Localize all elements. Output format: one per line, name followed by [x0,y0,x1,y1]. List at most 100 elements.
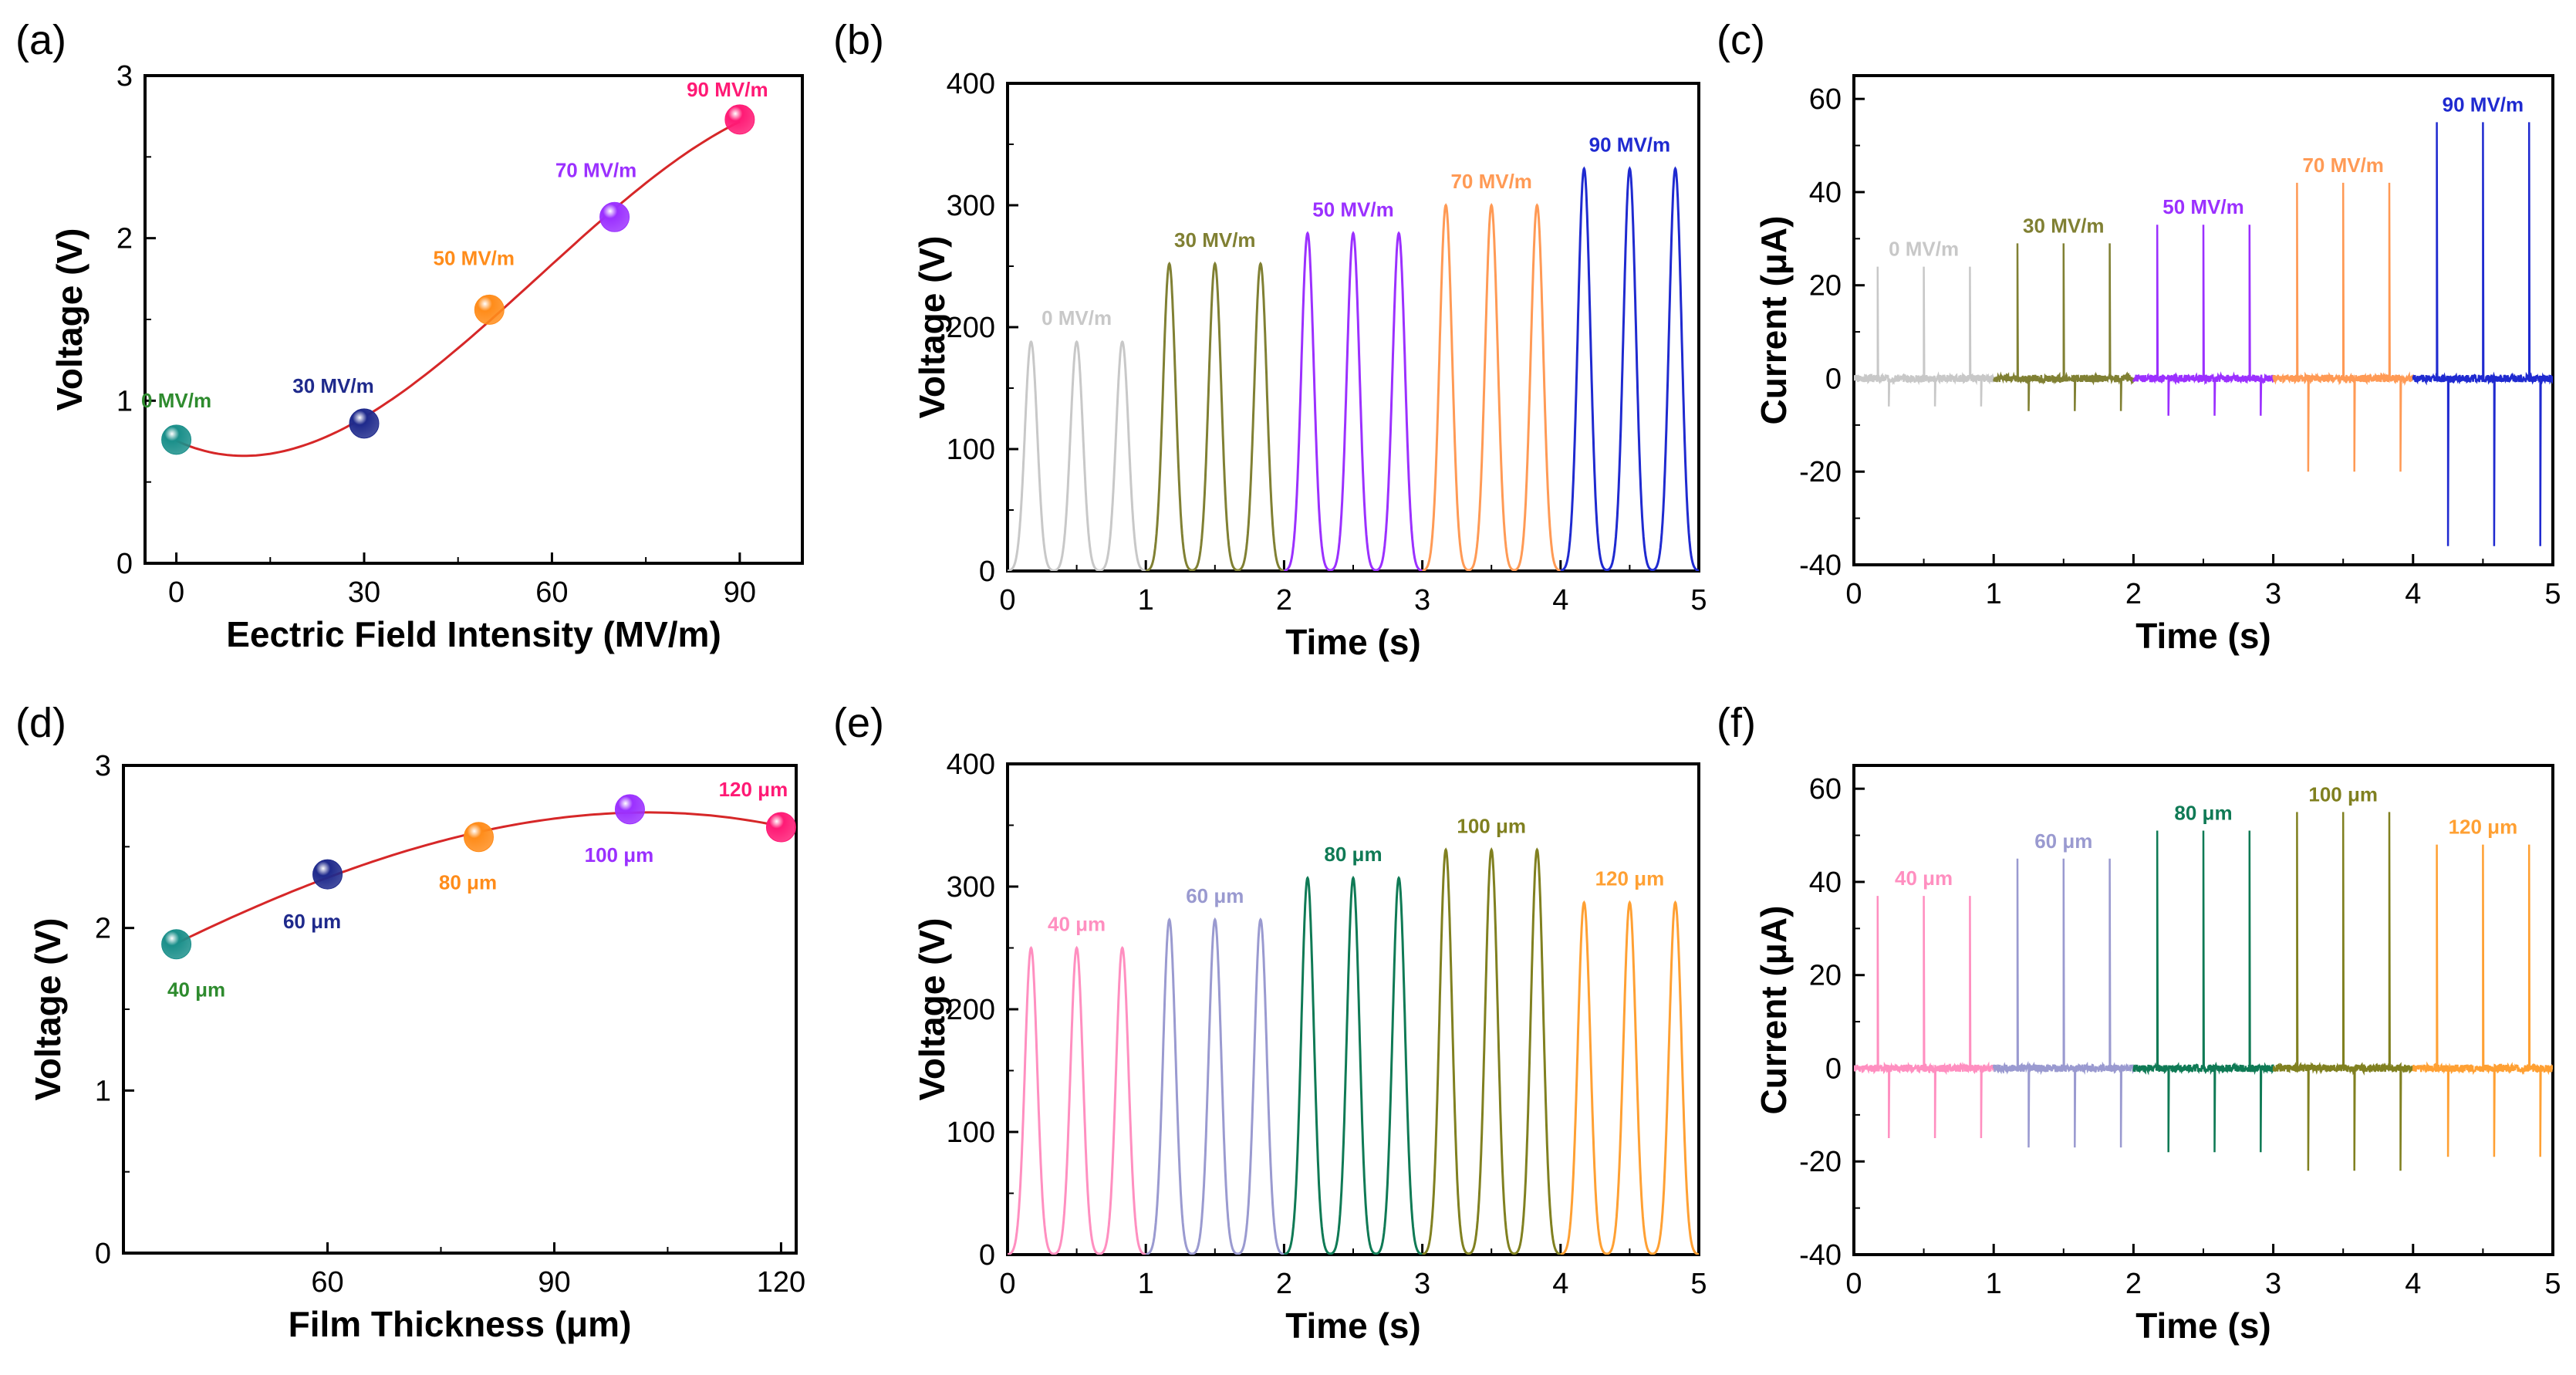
series-label: 70 MV/m [1450,170,1532,193]
x-tick-label: 2 [2125,578,2142,610]
y-tick-label: 0 [979,556,995,588]
series-line [1008,945,1146,1255]
x-tick-label: 3 [1414,584,1430,617]
series-label: 90 MV/m [1589,133,1671,157]
data-point [161,424,192,455]
series-line [1145,917,1285,1255]
x-tick-label: 4 [1552,1268,1568,1300]
series-line [2412,844,2553,1157]
x-tick-label: 2 [1276,1268,1292,1300]
x-tick-label: 5 [2544,1268,2561,1300]
series-line [2272,182,2415,472]
panel-label-f: (f) [1717,700,1756,746]
x-axis-title: Film Thickness (μm) [289,1304,632,1344]
x-tick-label: 2 [2125,1268,2142,1300]
x-tick-label: 0 [1845,578,1862,610]
x-tick-label: 5 [2544,578,2561,610]
y-tick-label: 20 [1809,270,1842,302]
plot-area [1008,846,1699,1255]
data-point [599,201,630,232]
y-axis-title: Current (μA) [1754,906,1794,1115]
y-tick-label: 40 [1809,867,1842,899]
series-line [1854,266,1995,407]
series-label: 100 μm [1457,814,1526,837]
x-tick-label: 3 [1414,1268,1430,1300]
x-tick-label: 5 [1690,1268,1707,1300]
x-tick-label: 3 [2265,1268,2281,1300]
y-tick-label: 0 [1825,1052,1842,1085]
y-tick-label: 400 [947,68,995,100]
series-line [2132,225,2274,416]
plot-area [1854,812,2553,1171]
y-tick-label: 300 [947,190,995,222]
y-tick-label: 1 [95,1075,111,1107]
plot-frame-d [122,764,798,1255]
x-tick-label: 60 [311,1266,343,1299]
y-tick-label: 20 [1809,960,1842,992]
panel-label-a: (a) [15,17,66,63]
series-line [1560,166,1699,571]
panel-label-c: (c) [1717,17,1765,63]
y-tick-label: 1 [116,385,133,417]
y-axis-title: Voltage (V) [912,236,952,419]
y-tick-label: -40 [1799,1239,1842,1272]
series-label: 60 μm [2034,829,2092,853]
series-line [1993,243,2135,411]
series-label: 70 MV/m [2302,154,2384,177]
point-annotation: 80 μm [439,871,497,894]
data-point [349,408,380,439]
x-tick-label: 4 [1552,584,1568,617]
x-tick-label: 0 [999,584,1015,617]
y-tick-label: 0 [116,548,133,580]
series-line [1145,261,1285,571]
x-tick-label: 1 [1986,1268,2002,1300]
y-tick-label: 400 [947,748,995,781]
series-label: 60 μm [1186,884,1244,907]
series-label: 80 μm [2174,802,2232,825]
series-line [2272,812,2415,1171]
y-tick-label: 100 [947,434,995,466]
y-tick-label: 2 [95,913,111,945]
x-axis-title: Time (s) [1285,622,1421,662]
point-annotation: 30 MV/m [292,374,374,397]
y-tick-label: 40 [1809,177,1842,209]
data-point [474,294,505,325]
data-point [724,104,755,135]
x-tick-label: 1 [1138,1268,1154,1300]
series-label: 120 μm [2449,816,2518,839]
y-tick-label: 0 [95,1238,111,1270]
x-tick-label: 0 [168,576,184,609]
data-point [161,929,192,960]
x-tick-label: 2 [1276,584,1292,617]
series-label: 30 MV/m [1174,228,1256,252]
series-label: 90 MV/m [2443,93,2524,116]
y-tick-label: 0 [1825,363,1842,395]
y-tick-label: 3 [95,750,111,782]
panel-f: (f) 0 1 2 3 4 5 -40 -20 0 20 40 60 Time (s) Current (μ… [1717,700,2561,1346]
series-line [1560,900,1699,1255]
series-label: 0 MV/m [1042,306,1112,329]
x-tick-label: 90 [724,576,756,609]
panel-e: (e) 0 1 2 3 4 5 0 100 200 300 400 Time (s) Voltage (V… [833,700,1707,1346]
panel-b: (b) 0 1 2 3 4 5 0 100 200 300 400 Time (s) Voltage (V… [833,17,1707,662]
point-annotation: 0 MV/m [141,389,211,412]
panel-label-d: (d) [15,700,66,746]
y-tick-label: 60 [1809,773,1842,806]
panel-a: (a) 0 30 60 90 0 1 2 3 Eectric Field Intensity (M… [15,17,804,654]
fit-curve [175,120,741,458]
series-line [2412,122,2553,546]
y-tick-label: 200 [947,994,995,1026]
panel-label-e: (e) [833,700,884,746]
point-annotation: 90 MV/m [687,78,768,101]
plot-frame-a [143,74,804,565]
x-tick-label: 4 [2405,578,2421,610]
point-annotation: 100 μm [585,843,654,867]
plot-area [175,120,741,458]
y-tick-label: 0 [979,1239,995,1272]
series-line [1422,202,1561,571]
series-line [1422,846,1561,1255]
x-tick-label: 5 [1690,584,1707,617]
series-label: 30 MV/m [2023,214,2105,237]
y-tick-label: -20 [1799,1146,1842,1178]
series-line [1008,340,1146,571]
